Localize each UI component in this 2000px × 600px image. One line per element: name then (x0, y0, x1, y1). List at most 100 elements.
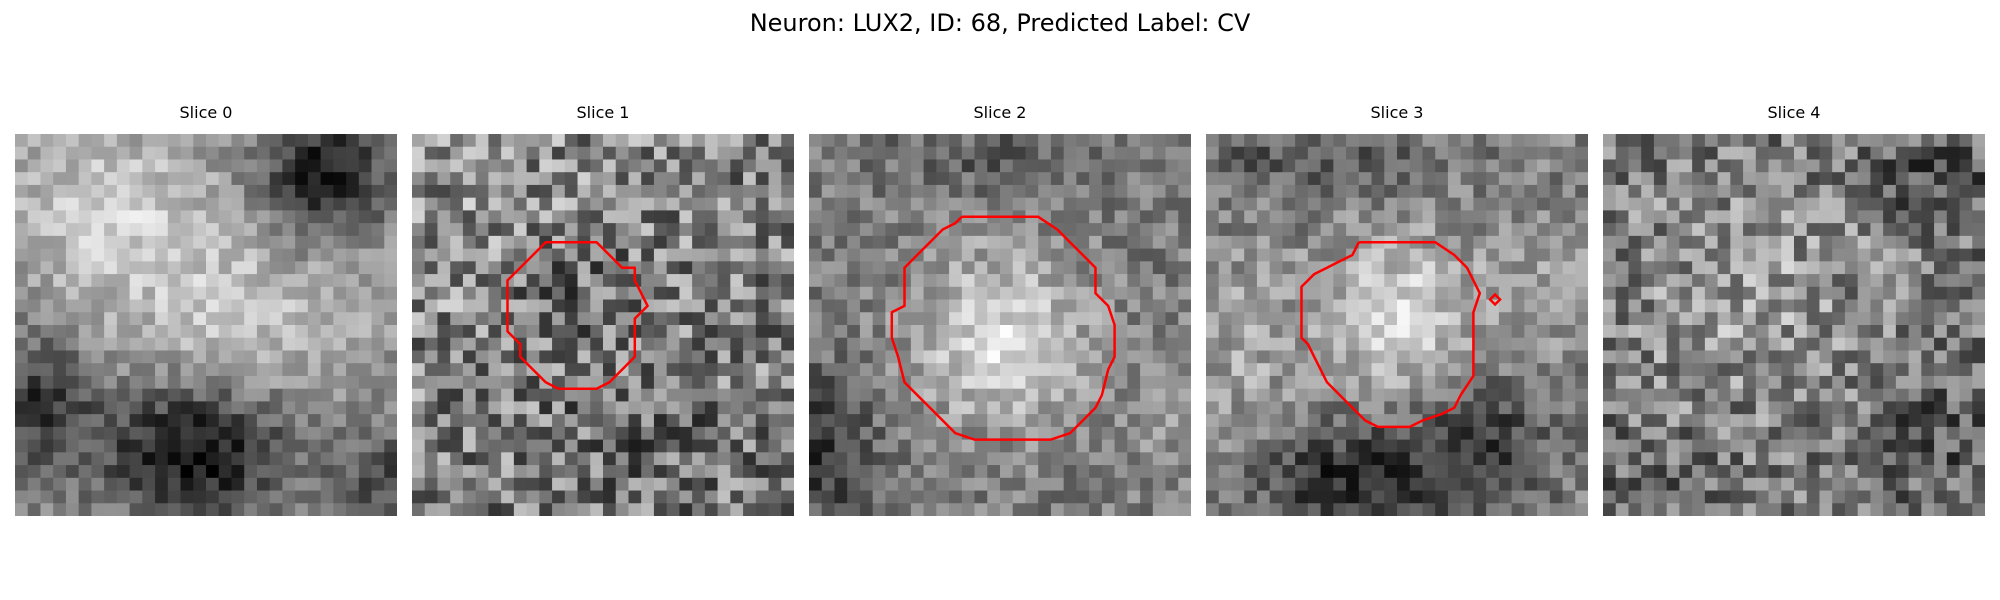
image-pixel (424, 337, 439, 352)
image-pixel (488, 223, 502, 237)
image-pixel (320, 477, 334, 492)
image-pixel (1012, 503, 1027, 516)
image-pixel (104, 248, 118, 262)
image-pixel (1946, 274, 1961, 288)
image-pixel (1628, 210, 1642, 224)
image-pixel (1460, 312, 1474, 326)
image-pixel (923, 159, 937, 173)
image-pixel (104, 439, 118, 453)
image-pixel (1422, 274, 1436, 288)
image-pixel (65, 465, 80, 479)
image-pixel (1422, 299, 1436, 313)
image-pixel (384, 312, 397, 326)
image-pixel (1972, 146, 1985, 161)
image-pixel (615, 337, 630, 352)
image-pixel (1895, 465, 1910, 479)
image-pixel (1371, 375, 1385, 390)
image-pixel (1269, 184, 1283, 199)
image-pixel (730, 159, 744, 173)
image-pixel (653, 477, 668, 492)
image-pixel (1743, 248, 1757, 262)
image-pixel (603, 414, 617, 428)
image-pixel (1524, 223, 1538, 237)
image-pixel (526, 159, 540, 173)
image-pixel (488, 426, 502, 441)
image-pixel (1025, 490, 1039, 504)
image-pixel (346, 375, 360, 390)
image-pixel (1743, 184, 1757, 199)
image-pixel (603, 274, 617, 288)
image-pixel (1486, 248, 1500, 262)
image-pixel (333, 261, 347, 275)
image-pixel (1269, 146, 1283, 161)
image-pixel (1460, 325, 1474, 339)
image-pixel (755, 210, 770, 224)
image-pixel (437, 248, 451, 262)
image-pixel (450, 159, 464, 173)
image-pixel (1524, 134, 1538, 148)
image-pixel (768, 465, 782, 479)
image-pixel (412, 312, 426, 326)
image-pixel (936, 197, 950, 211)
image-pixel (590, 172, 604, 186)
image-pixel (885, 223, 899, 237)
image-pixel (437, 312, 451, 326)
image-pixel (180, 312, 194, 326)
image-pixel (1447, 452, 1462, 466)
image-pixel (53, 210, 67, 224)
image-pixel (53, 414, 67, 428)
image-pixel (65, 299, 80, 313)
image-pixel (1921, 210, 1935, 224)
image-pixel (1549, 477, 1564, 492)
image-pixel (1256, 490, 1271, 504)
image-pixel (1934, 363, 1948, 377)
image-pixel (78, 299, 92, 313)
image-pixel (974, 465, 988, 479)
image-pixel (1549, 503, 1564, 516)
image-pixel (1575, 426, 1588, 441)
image-pixel (539, 465, 553, 479)
image-pixel (961, 414, 976, 428)
image-pixel (1755, 452, 1770, 466)
image-pixel (821, 363, 836, 377)
image-pixel (333, 312, 347, 326)
image-pixel (180, 172, 194, 186)
image-pixel (1857, 184, 1871, 199)
image-pixel (847, 477, 861, 492)
image-pixel (333, 325, 347, 339)
image-pixel (1346, 197, 1360, 211)
image-pixel (424, 490, 439, 504)
image-pixel (910, 350, 925, 364)
image-pixel (1089, 235, 1103, 250)
image-pixel (961, 375, 976, 390)
image-pixel (488, 197, 502, 211)
image-pixel (590, 184, 604, 199)
image-pixel (1511, 337, 1525, 352)
image-pixel (1307, 439, 1322, 453)
image-pixel (1152, 426, 1167, 441)
image-pixel (1269, 235, 1283, 250)
image-pixel (180, 299, 194, 313)
image-pixel (1178, 235, 1191, 250)
image-pixel (384, 134, 397, 148)
image-pixel (1063, 312, 1077, 326)
image-pixel (1844, 350, 1859, 364)
image-pixel (564, 261, 579, 275)
image-pixel (704, 248, 719, 262)
image-pixel (923, 439, 937, 453)
image-pixel (1371, 210, 1385, 224)
image-pixel (1857, 375, 1871, 390)
image-pixel (78, 261, 92, 275)
image-pixel (1562, 401, 1576, 415)
image-pixel (1883, 261, 1897, 275)
image-pixel (155, 312, 169, 326)
image-pixel (91, 146, 105, 161)
image-pixel (1218, 503, 1233, 516)
image-pixel (1972, 363, 1985, 377)
image-pixel (1615, 197, 1630, 211)
image-pixel (40, 312, 54, 326)
image-pixel (346, 388, 360, 402)
image-pixel (295, 261, 309, 275)
image-pixel (1717, 210, 1731, 224)
image-pixel (1127, 439, 1141, 453)
